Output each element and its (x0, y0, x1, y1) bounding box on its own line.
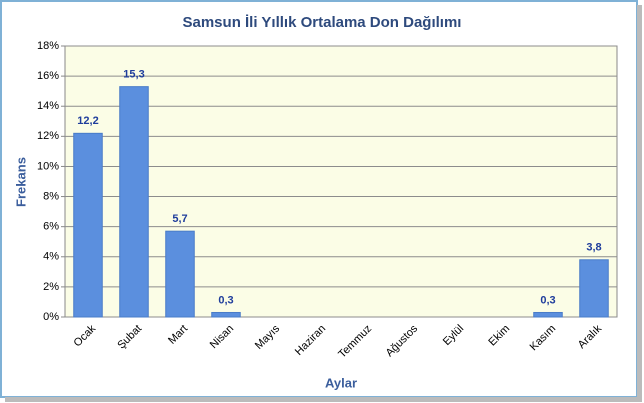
y-tick-label: 16% (37, 70, 59, 82)
frame-shadow (5, 397, 642, 402)
y-tick-label: 4% (43, 251, 59, 263)
bar (533, 311, 563, 318)
y-tick-label: 12% (37, 130, 59, 142)
y-tick-label: 6% (43, 221, 59, 233)
y-tick-label: 2% (43, 281, 59, 293)
data-label: 5,7 (172, 213, 187, 225)
y-tick-label: 0% (43, 311, 59, 323)
data-label: 15,3 (123, 69, 144, 81)
x-axis-title: Aylar (325, 375, 357, 390)
y-tick-label: 14% (37, 100, 59, 112)
bar (119, 86, 149, 318)
y-tick-label: 10% (37, 160, 59, 172)
y-tick-label: 18% (37, 40, 59, 52)
chart-title: Samsun İli Yıllık Ortalama Don Dağılımı (183, 14, 462, 31)
bar (211, 311, 241, 318)
data-label: 0,3 (540, 294, 555, 306)
y-tick-label: 8% (43, 190, 59, 202)
plot-area (64, 45, 618, 318)
y-axis-title: Frekans (13, 157, 28, 207)
data-label: 3,8 (586, 242, 601, 254)
data-label: 12,2 (77, 115, 98, 127)
frame-shadow (637, 5, 642, 400)
bar (165, 230, 195, 318)
bar (579, 259, 609, 318)
data-label: 0,3 (218, 294, 233, 306)
bar (73, 132, 103, 318)
